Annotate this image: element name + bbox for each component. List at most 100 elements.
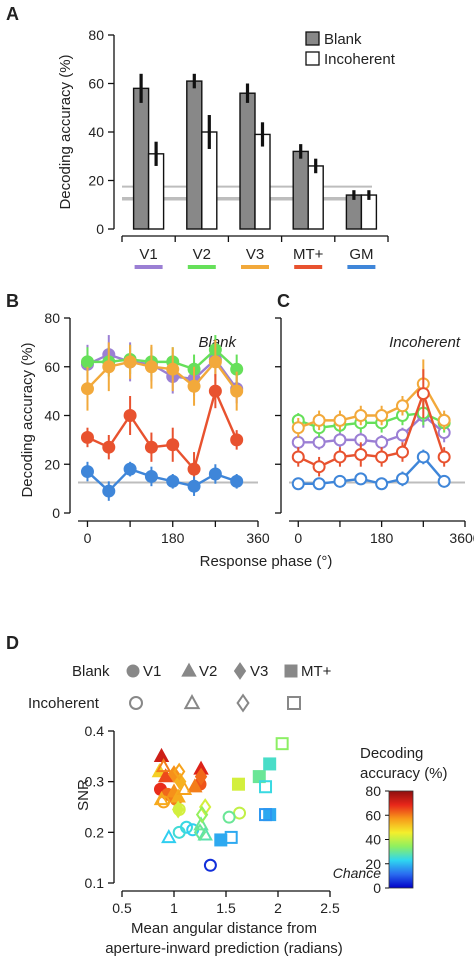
panel-letter-b: B [6, 291, 19, 311]
y-tick-label: 80 [44, 310, 60, 326]
data-point [375, 477, 389, 491]
scatter-point-diamond-blank [194, 767, 208, 786]
legend-marker-circle-blank [126, 664, 140, 678]
data-point [208, 355, 222, 369]
series-line-mt [86, 387, 238, 472]
y-tick-label: 0.1 [85, 875, 105, 891]
colorbar: Decoding accuracy (%) 0 20 40 60 80 Chance [333, 745, 448, 896]
data-point [333, 450, 347, 464]
y-axis-label: Decoding accuracy (%) [19, 342, 36, 497]
data-point [291, 450, 305, 464]
data-point [144, 440, 158, 454]
data-point [230, 384, 244, 398]
legend-marker-diamond-blank [233, 662, 247, 680]
y-tick-label: 0.3 [85, 774, 105, 790]
scatter-point-square-blank [214, 833, 228, 847]
y-tick-label: 0.4 [85, 723, 105, 739]
y-axis-label: Decoding accuracy (%) [57, 54, 74, 209]
data-point [291, 435, 305, 449]
legend-marker-square-blank [284, 664, 298, 678]
colorbar-title-line-1: Decoding [360, 745, 423, 762]
data-point [375, 409, 389, 422]
scatter-point-square-incoherent [259, 808, 273, 822]
colorbar-title-line-2: accuracy (%) [360, 765, 448, 782]
legend-area-v1: V1 [143, 663, 161, 680]
data-point [230, 433, 244, 447]
legend-marker-triangle-incoherent [183, 694, 201, 710]
data-point [144, 469, 158, 483]
scatter-point-triangle-incoherent [193, 816, 209, 831]
scatter-point-triangle-incoherent [155, 758, 172, 773]
y-axis-label: SNR [75, 779, 92, 811]
colorbar-tick-label: 80 [365, 783, 381, 799]
line-chart-panel-c: Incoherent 0 180 3600 [275, 317, 474, 546]
legend-label-blank: Blank [324, 31, 362, 48]
scatter-point-square-blank [263, 757, 277, 771]
scatter-point-square-incoherent [224, 830, 238, 844]
bar-incoherent-gm [360, 194, 378, 230]
data-point [102, 360, 116, 374]
panel-letter-d: D [6, 633, 19, 653]
x-tick-label: 0.5 [112, 900, 132, 916]
y-tick-label: 80 [88, 27, 104, 43]
data-point [80, 430, 94, 444]
x-tick-label: 180 [370, 530, 394, 546]
y-tick-label: 60 [88, 76, 104, 92]
colorbar-tick-label: 0 [373, 880, 381, 896]
bar-incoherent-v3 [254, 133, 271, 230]
data-point [437, 450, 451, 464]
scatter-point-circle-incoherent [222, 810, 236, 824]
data-point [123, 409, 137, 422]
bar-incoherent-mt [307, 165, 324, 230]
y-tick-label: 20 [44, 456, 60, 472]
data-point [416, 450, 430, 464]
data-point [102, 484, 116, 498]
category-label-v3: V3 [246, 246, 264, 263]
data-point [291, 477, 305, 491]
x-tick-label: 0 [84, 530, 92, 546]
data-point [230, 474, 244, 488]
y-tick-label: 0 [52, 505, 60, 521]
legend-marker-diamond-incoherent [236, 693, 250, 713]
data-point [354, 472, 368, 486]
scatter-point-square-incoherent [259, 780, 273, 794]
legend-swatch-incoherent [305, 51, 320, 66]
colorbar-tick-label: 40 [365, 832, 381, 848]
data-point [166, 438, 180, 452]
data-point [102, 440, 116, 454]
panel-subtitle-incoherent: Incoherent [389, 334, 461, 351]
scatter-point-triangle-incoherent [153, 790, 170, 806]
scatter-point-diamond-incoherent [173, 762, 186, 781]
colorbar-tick-label: 20 [365, 856, 381, 872]
bar-blank-v2 [186, 80, 203, 230]
legend-label-incoherent: Incoherent [324, 51, 396, 68]
data-point [123, 462, 137, 476]
colorbar-chance-label: Chance [333, 865, 381, 881]
colorbar-gradient [388, 790, 414, 889]
legend-marker-circle-incoherent [129, 696, 143, 710]
legend-marker-square-incoherent [287, 696, 301, 710]
y-tick-label: 60 [44, 359, 60, 375]
x-tick-label: 1 [170, 900, 178, 916]
y-tick-label: 40 [88, 124, 104, 140]
scatter-point-diamond-incoherent [199, 798, 212, 816]
x-axis-label-line-1: Mean angular distance from [131, 920, 317, 937]
y-tick-label: 20 [88, 173, 104, 189]
scatter-point-triangle-blank [153, 747, 170, 763]
x-tick-label: 360 [246, 530, 270, 546]
scatter-point-diamond-blank [167, 765, 181, 783]
line-chart-panel-b: Decoding accuracy (%) Blank 0 20 40 60 80 0 18… [19, 310, 270, 546]
data-point [80, 382, 94, 396]
data-point [80, 465, 94, 479]
legend-area-v3: V3 [250, 663, 268, 680]
bar-blank-gm [345, 194, 363, 230]
data-point [187, 379, 201, 393]
legend-row-incoherent: Incoherent [28, 695, 100, 712]
data-point [123, 355, 137, 369]
scatter-point-diamond-blank [171, 800, 185, 819]
panel-letter-a: A [6, 4, 19, 24]
data-point [312, 460, 326, 474]
scatter-panel-d: SNR Mean angular distance from aperture-… [28, 662, 448, 957]
data-point [416, 387, 430, 401]
